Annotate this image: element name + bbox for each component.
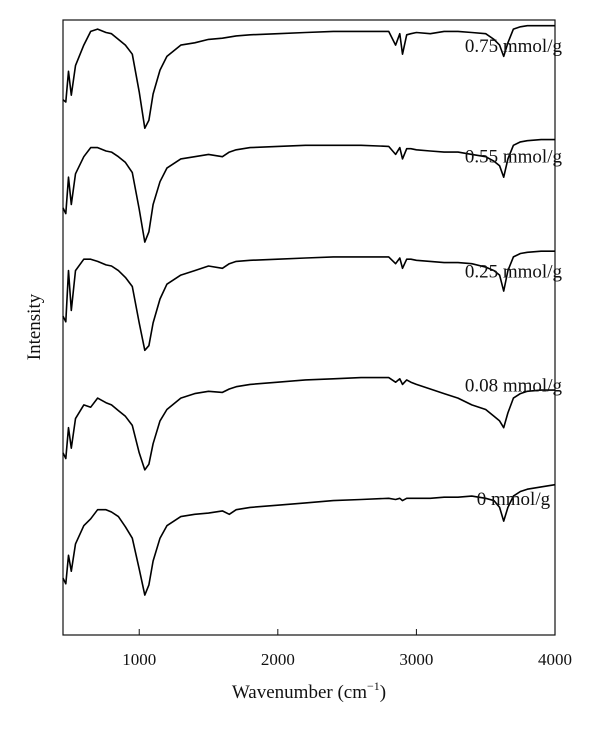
x-tick-label: 4000 xyxy=(538,650,572,669)
series-line-3 xyxy=(62,376,555,471)
x-tick-label: 3000 xyxy=(399,650,433,669)
series-label-4: 0 mmol/g xyxy=(477,489,551,510)
x-tick-label: 2000 xyxy=(261,650,295,669)
y-axis-label: Intensity xyxy=(24,293,45,360)
series-line-1 xyxy=(62,138,555,243)
series-line-4 xyxy=(62,483,556,596)
series-lines xyxy=(62,24,556,596)
plot-frame xyxy=(62,19,556,636)
x-axis-label: Wavenumber (cm−1) xyxy=(232,679,386,703)
x-axis-ticks: 1000 2000 3000 4000 xyxy=(122,629,572,669)
series-line-0 xyxy=(62,24,555,129)
series-label-1: 0.55 mmol/g xyxy=(465,146,563,167)
series-label-3: 0.08 mmol/g xyxy=(465,375,563,396)
series-labels: 0.75 mmol/g 0.55 mmol/g 0.25 mmol/g 0.08 mm… xyxy=(465,36,563,510)
series-label-0: 0.75 mmol/g xyxy=(465,36,563,57)
series-line-2 xyxy=(62,250,555,352)
x-tick-label: 1000 xyxy=(122,650,156,669)
series-label-2: 0.25 mmol/g xyxy=(465,261,563,282)
